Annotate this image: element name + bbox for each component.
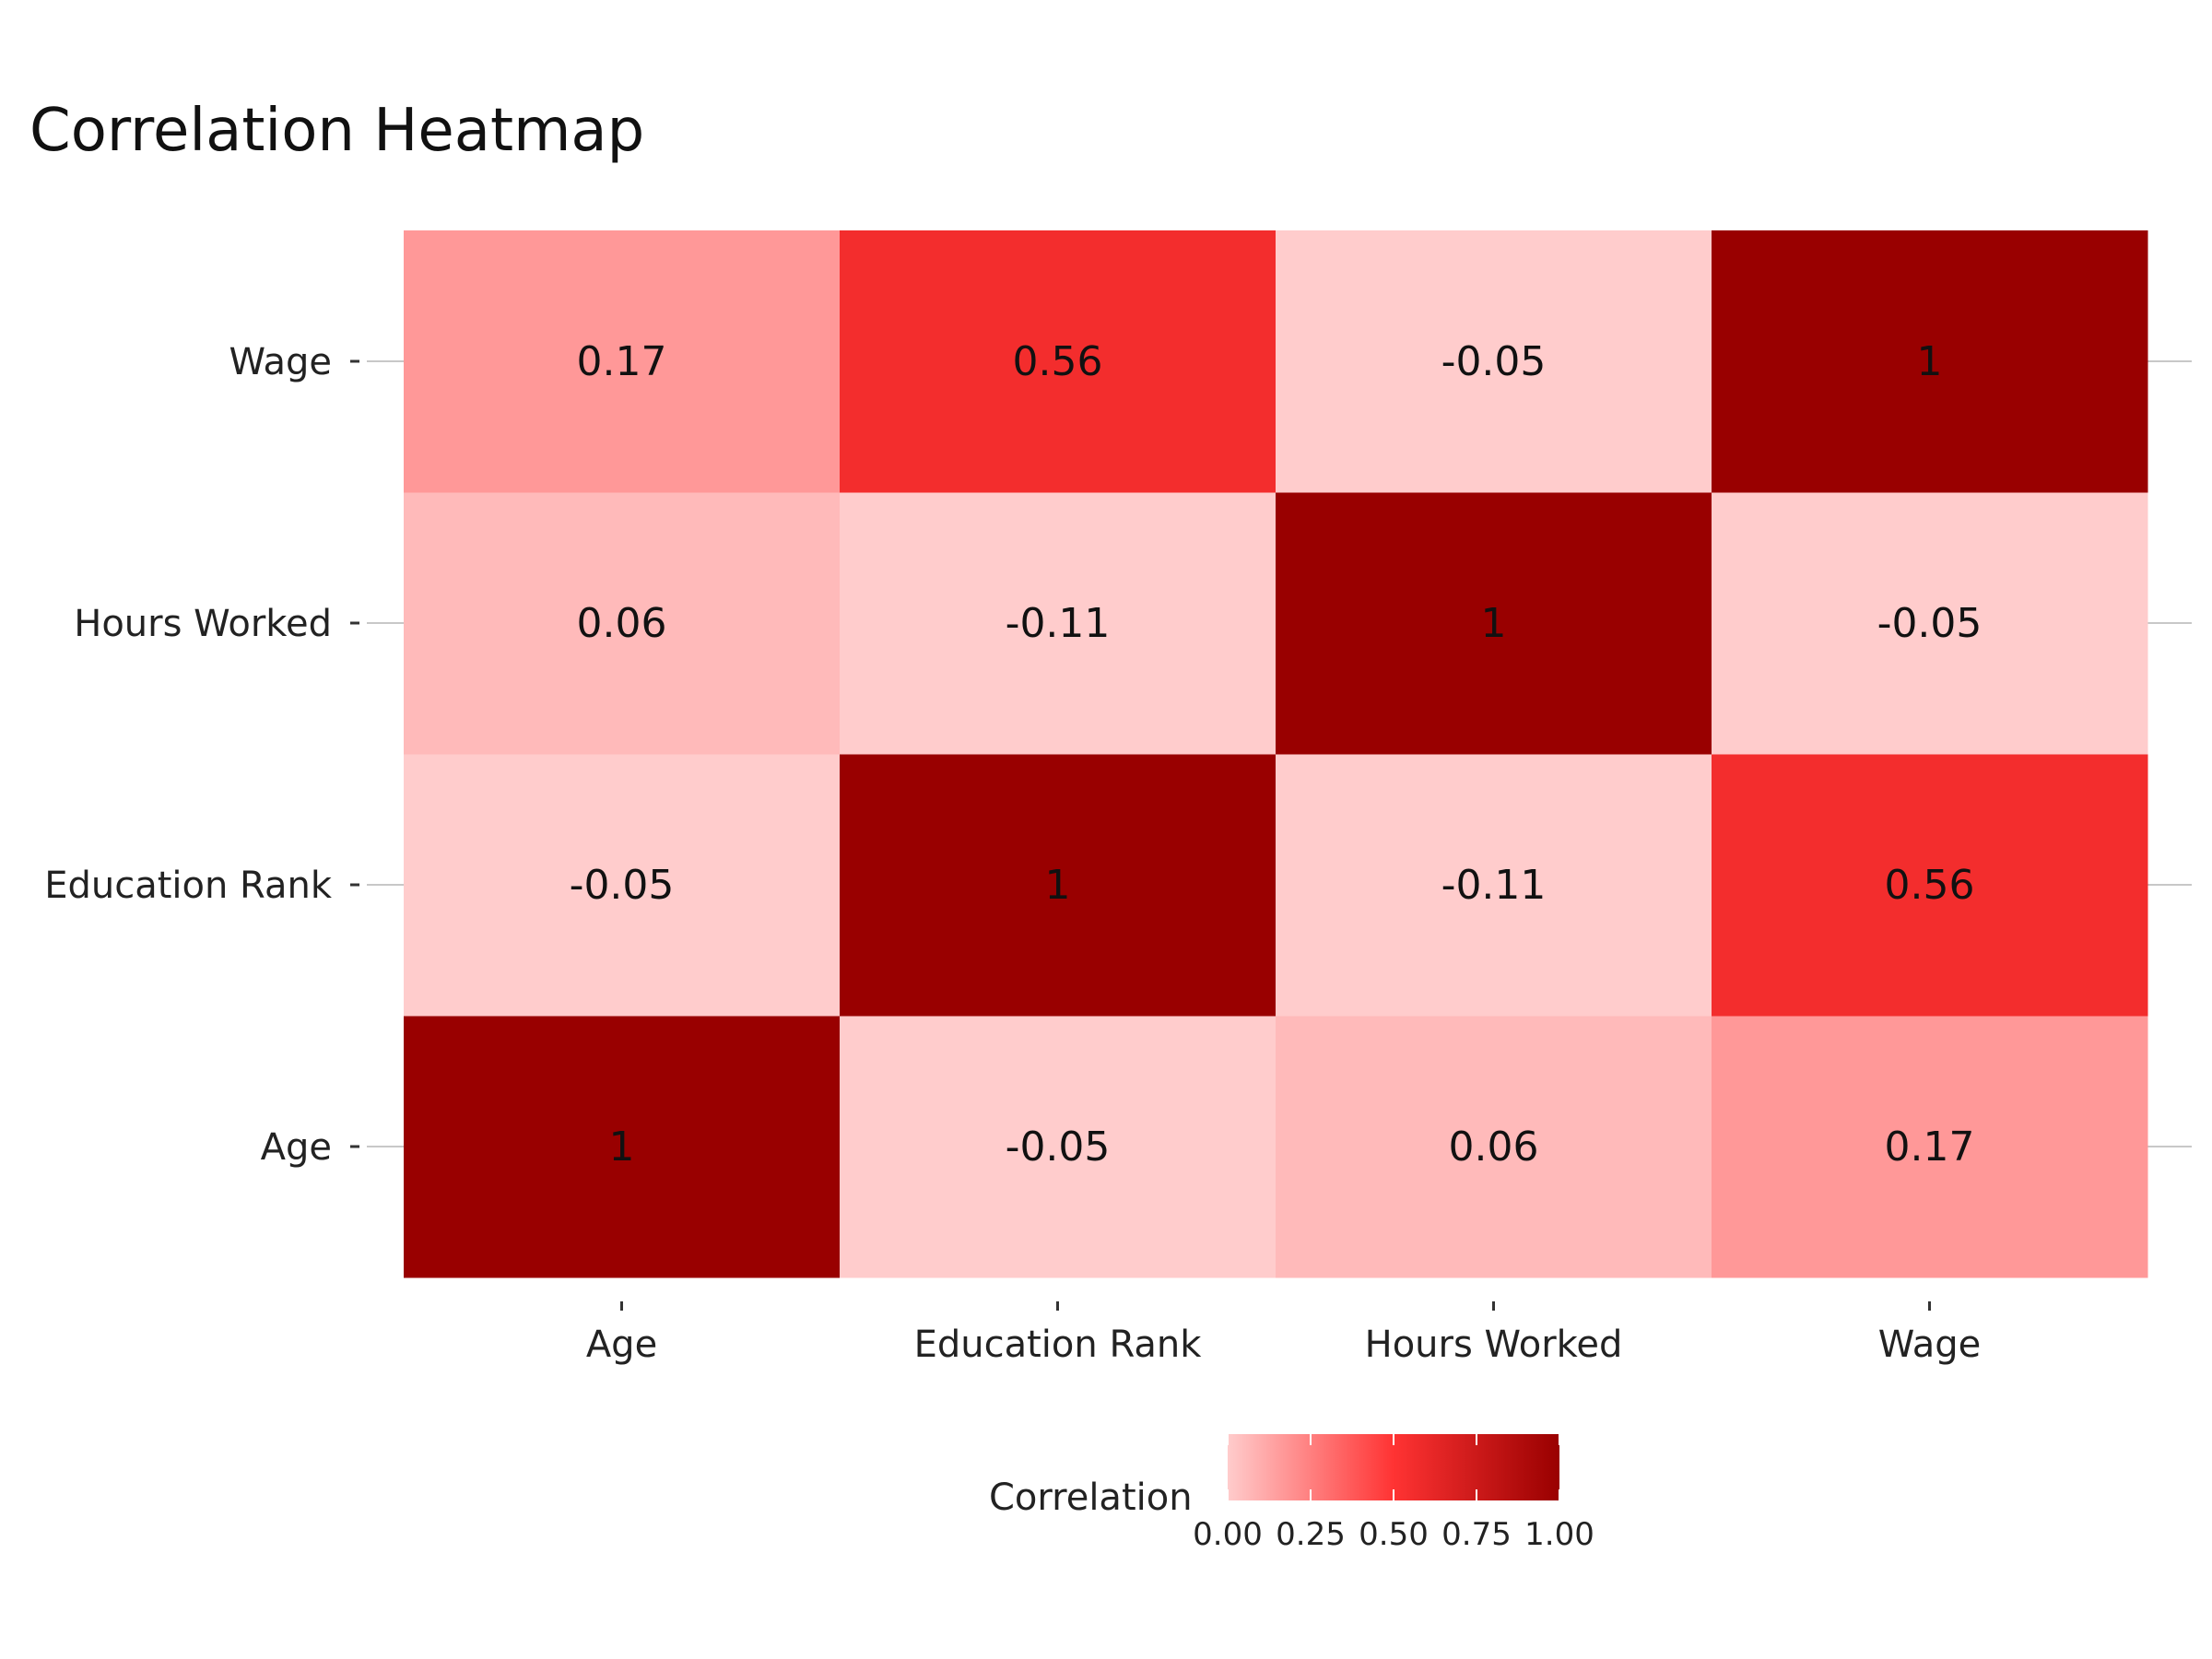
cell-value-label: 1: [1481, 600, 1507, 647]
cell-value-label: 0.06: [577, 600, 667, 647]
cell-value-label: 0.06: [1449, 1124, 1539, 1171]
x-tick-label: Hours Worked: [1365, 1324, 1623, 1366]
cell-value-label: 1: [1917, 338, 1943, 385]
legend: Correlation 0.00 0.25 0.50 0.75 1.00: [989, 1434, 1594, 1553]
heatmap-cell: [1276, 754, 1712, 1017]
cell-value-label: -0.05: [1877, 600, 1983, 647]
cell-value-label: 1: [609, 1124, 635, 1171]
cell-value-label: 0.17: [1885, 1124, 1975, 1171]
x-axis: Age Education Rank Hours Worked Wage: [586, 1301, 1981, 1366]
legend-tick-label: 0.25: [1276, 1516, 1346, 1553]
heatmap-cell: [840, 754, 1277, 1017]
legend-tick-label: 0.75: [1441, 1516, 1512, 1553]
heatmap-cell: [404, 492, 841, 755]
heatmap-cell: [840, 230, 1277, 493]
heatmap-cell: [1712, 230, 2148, 493]
heatmap-cell: [1276, 492, 1712, 755]
heatmap-cell: [1712, 754, 2148, 1017]
cell-value-label: -0.11: [1006, 600, 1111, 647]
legend-tick-label: 0.50: [1359, 1516, 1429, 1553]
cell-value-label: -0.05: [1441, 338, 1547, 385]
heatmap-cell: [840, 492, 1277, 755]
heatmap-cell: [1712, 492, 2148, 755]
cell-value-label: 0.56: [1013, 338, 1103, 385]
y-axis: Age Education Rank Hours Worked Wage: [44, 341, 359, 1169]
cell-value-label: -0.11: [1441, 862, 1547, 909]
x-tick-label: Education Rank: [914, 1324, 1203, 1366]
heatmap-cell: [1712, 1016, 2148, 1278]
cell-value-label: 0.17: [577, 338, 667, 385]
cell-value-label: 0.56: [1885, 862, 1975, 909]
heatmap-cell: [840, 1016, 1277, 1278]
legend-tick-label: 0.00: [1193, 1516, 1263, 1553]
y-tick-label: Wage: [229, 341, 332, 383]
x-tick-label: Wage: [1878, 1324, 1982, 1366]
heatmap-cell: [404, 230, 841, 493]
y-tick-label: Education Rank: [44, 865, 333, 907]
legend-title: Correlation: [989, 1477, 1193, 1519]
heatmap-cell: [1276, 1016, 1712, 1278]
cell-value-label: -0.05: [1006, 1124, 1111, 1171]
heatmap-cell-labels: 1 -0.05 0.06 0.17 -0.05 1 -0.11 0.56 0.06 -0.11 1 -…: [570, 338, 1983, 1171]
heatmap-cells: [404, 230, 2148, 1278]
cell-value-label: 1: [1045, 862, 1071, 909]
chart-title: Correlation Heatmap: [29, 97, 644, 165]
x-tick-label: Age: [586, 1324, 657, 1366]
heatmap-cell: [404, 1016, 841, 1278]
heatmap-cell: [404, 754, 841, 1017]
y-tick-label: Age: [261, 1126, 332, 1169]
heatmap-cell: [1276, 230, 1712, 493]
legend-tick-label: 1.00: [1524, 1516, 1594, 1553]
cell-value-label: -0.05: [570, 862, 675, 909]
y-tick-label: Hours Worked: [74, 603, 332, 645]
